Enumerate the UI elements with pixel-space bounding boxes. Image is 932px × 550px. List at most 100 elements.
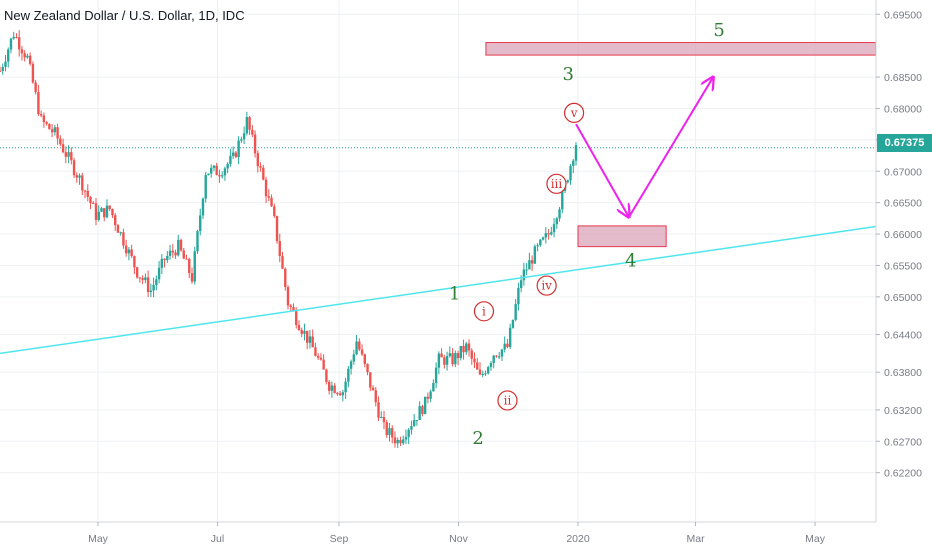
candle-body xyxy=(508,327,512,348)
candle-body xyxy=(415,420,419,422)
y-tick-label: 0.65000 xyxy=(884,292,922,304)
candle-body xyxy=(286,287,290,306)
y-tick-label: 0.66500 xyxy=(884,198,922,210)
candle-body xyxy=(9,38,13,50)
target-zone xyxy=(485,42,877,56)
candle-body xyxy=(53,127,57,133)
candle-body xyxy=(262,167,265,180)
candle-body xyxy=(503,343,506,350)
candle-body xyxy=(511,319,515,328)
wave-label-circle xyxy=(546,173,567,194)
candle-body xyxy=(1,66,4,71)
candle-body xyxy=(360,349,364,355)
candle-body xyxy=(388,428,391,435)
candle-body xyxy=(270,197,273,207)
candle-body xyxy=(489,363,493,368)
candle-body xyxy=(223,168,227,176)
candle-body xyxy=(212,165,216,168)
candle-body xyxy=(26,55,29,58)
candle-body xyxy=(443,357,446,365)
candle-body xyxy=(533,246,537,264)
candle-body xyxy=(234,152,238,157)
candle-body xyxy=(64,152,68,157)
candle-body xyxy=(336,392,339,394)
candle-body xyxy=(434,367,438,383)
candle-body xyxy=(558,209,561,219)
candle-body xyxy=(105,205,109,218)
price-axis-bg xyxy=(876,0,932,550)
candle-body xyxy=(465,343,468,353)
candle-body xyxy=(530,260,534,264)
candle-body xyxy=(445,356,449,365)
candle-body xyxy=(245,117,249,134)
candle-body xyxy=(61,144,65,153)
candle-body xyxy=(152,284,155,291)
x-tick-label: May xyxy=(88,533,109,545)
wave-label-minor: ii xyxy=(504,393,512,407)
candles xyxy=(0,30,578,449)
wave-label-circle xyxy=(536,275,557,296)
y-tick-label: 0.63200 xyxy=(884,405,922,417)
candle-body xyxy=(569,165,572,181)
candle-body xyxy=(218,175,221,177)
candle-body xyxy=(94,203,98,220)
x-tick-label: Jul xyxy=(211,533,224,545)
y-tick-label: 0.66000 xyxy=(884,229,922,241)
candle-body xyxy=(18,37,21,50)
candle-body xyxy=(251,129,254,135)
candle-body xyxy=(484,373,487,375)
candle-body xyxy=(412,420,416,427)
candle-body xyxy=(259,166,262,168)
y-tick-label: 0.63800 xyxy=(884,367,922,379)
candle-body xyxy=(316,355,320,358)
candle-body xyxy=(297,325,301,331)
candle-body xyxy=(330,385,334,391)
wave-label-circle xyxy=(473,301,495,322)
candle-body xyxy=(201,198,205,216)
candle-body xyxy=(418,406,421,421)
candle-body xyxy=(92,202,95,204)
candle-body xyxy=(303,330,306,334)
candle-body xyxy=(522,269,526,281)
candle-body xyxy=(56,127,59,139)
y-tick-label: 0.65500 xyxy=(884,260,922,272)
candle-body xyxy=(108,205,111,210)
candle-body xyxy=(45,122,48,124)
candle-body xyxy=(396,439,399,444)
candle-body xyxy=(498,356,501,358)
candle-body xyxy=(550,232,553,235)
candle-body xyxy=(495,355,498,357)
trend-line xyxy=(0,225,876,355)
candle-body xyxy=(456,353,460,359)
candle-body xyxy=(185,258,188,260)
candle-body xyxy=(358,341,361,350)
candle-body xyxy=(146,277,150,292)
candle-body xyxy=(552,224,556,233)
candle-body xyxy=(100,208,103,212)
wave-label-major: 3 xyxy=(562,64,573,85)
projection-arrow xyxy=(575,123,629,217)
candle-body xyxy=(572,160,575,166)
candle-body xyxy=(264,179,268,197)
candle-body xyxy=(399,439,402,444)
y-tick-label: 0.68000 xyxy=(884,103,922,115)
candle-body xyxy=(59,138,62,145)
candle-body xyxy=(459,345,462,359)
candle-body xyxy=(149,290,153,292)
wave-label-major: 1 xyxy=(449,284,460,305)
candle-body xyxy=(369,372,372,388)
candle-body xyxy=(448,353,452,357)
candle-body xyxy=(67,152,70,157)
candle-body xyxy=(12,36,15,39)
candle-body xyxy=(89,196,92,203)
candle-body xyxy=(42,115,46,123)
wave-label-minor: iv xyxy=(541,279,552,293)
y-tick-label: 0.67000 xyxy=(884,166,922,178)
wave-label-minor: i xyxy=(482,304,486,318)
candle-body xyxy=(34,82,37,92)
y-tick-label: 0.62200 xyxy=(884,468,922,480)
candle-body xyxy=(429,391,432,399)
candle-body xyxy=(86,190,89,197)
y-tick-label: 0.68500 xyxy=(884,72,922,84)
